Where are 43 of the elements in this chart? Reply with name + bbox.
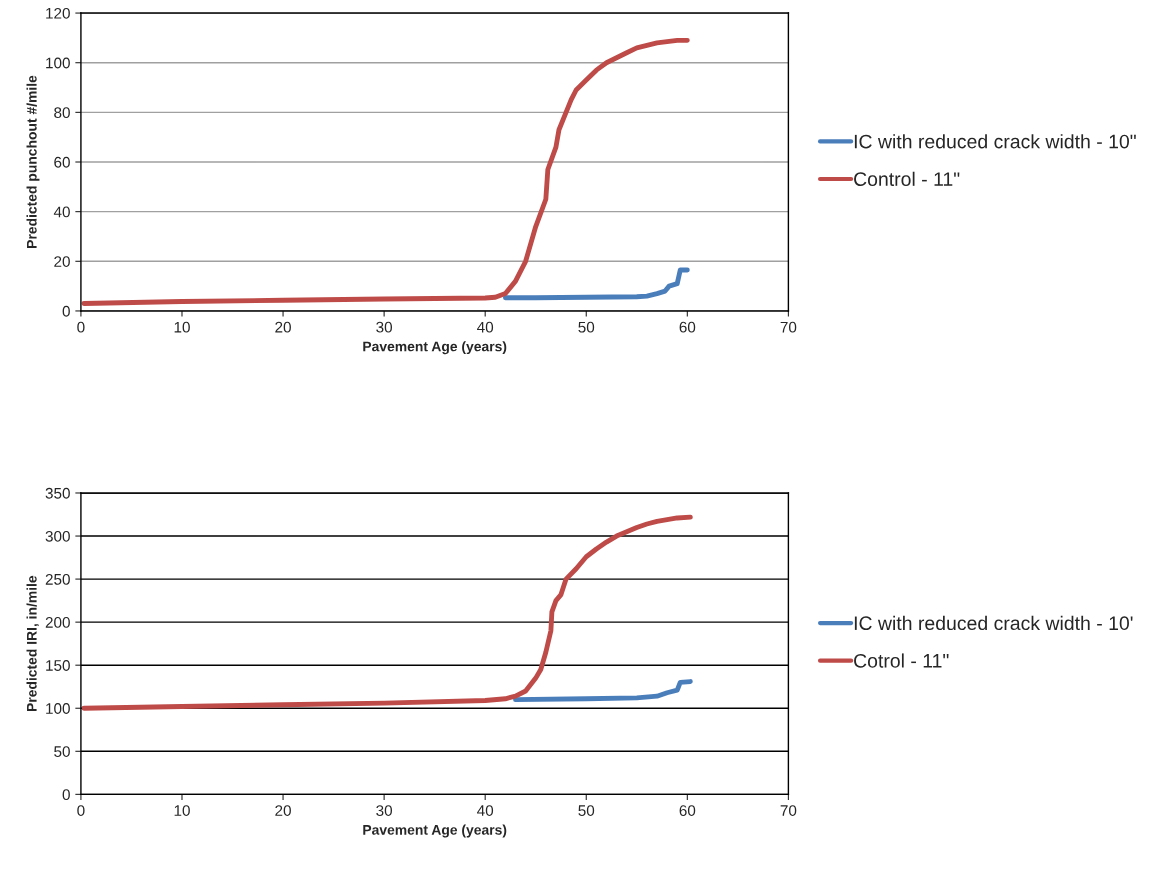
x-tick-label: 10 bbox=[174, 321, 190, 333]
y-axis-title: Predicted IRI, in/mile bbox=[26, 575, 39, 712]
x-tick-label: 30 bbox=[376, 805, 393, 816]
legend-label: Control - 11" bbox=[854, 171, 960, 187]
x-tick-label: 70 bbox=[780, 321, 797, 333]
x-tick-label: 40 bbox=[477, 805, 494, 816]
line-series bbox=[513, 679, 693, 703]
y-tick-label: 300 bbox=[45, 530, 70, 542]
y-tick-label: 120 bbox=[46, 7, 70, 19]
legend-label: IC with reduced crack width - 10' bbox=[854, 615, 1133, 631]
x-tick-label: 20 bbox=[275, 321, 291, 333]
x-tick-label: 0 bbox=[77, 321, 85, 333]
x-tick-label: 60 bbox=[679, 805, 696, 816]
x-tick-label: 20 bbox=[275, 805, 291, 816]
line-series bbox=[81, 37, 690, 306]
y-tick-label: 200 bbox=[45, 617, 70, 628]
y-tick-label: 60 bbox=[54, 156, 70, 168]
x-tick-label: 50 bbox=[578, 321, 595, 333]
x-tick-label: 70 bbox=[780, 805, 797, 816]
x-tick-label: 60 bbox=[679, 321, 696, 333]
x-axis-title: Pavement Age (years) bbox=[363, 341, 507, 355]
x-tick-label: 10 bbox=[174, 805, 190, 816]
line-series bbox=[502, 267, 690, 301]
legend-label: Cotrol - 11" bbox=[854, 653, 949, 668]
y-tick-label: 80 bbox=[54, 107, 70, 119]
x-tick-label: 40 bbox=[477, 321, 494, 333]
legend-label: IC with reduced crack width - 10" bbox=[854, 134, 1136, 149]
line-series bbox=[81, 514, 693, 711]
y-tick-label: 150 bbox=[46, 660, 70, 671]
x-tick-label: 30 bbox=[376, 321, 393, 333]
y-tick-label: 100 bbox=[46, 57, 70, 69]
y-tick-label: 40 bbox=[53, 206, 70, 218]
y-tick-label: 100 bbox=[46, 703, 70, 714]
y-tick-label: 0 bbox=[62, 305, 70, 317]
x-tick-label: 50 bbox=[578, 805, 595, 816]
y-tick-label: 20 bbox=[54, 256, 70, 267]
x-axis-title: Pavement Age (years) bbox=[363, 824, 507, 838]
y-axis-title: Predicted punchout #/mile bbox=[26, 75, 40, 248]
y-tick-label: 50 bbox=[54, 746, 70, 757]
x-tick-label: 0 bbox=[77, 805, 85, 816]
y-tick-label: 350 bbox=[45, 487, 70, 499]
y-tick-label: 250 bbox=[45, 573, 70, 585]
y-tick-label: 0 bbox=[62, 789, 70, 801]
